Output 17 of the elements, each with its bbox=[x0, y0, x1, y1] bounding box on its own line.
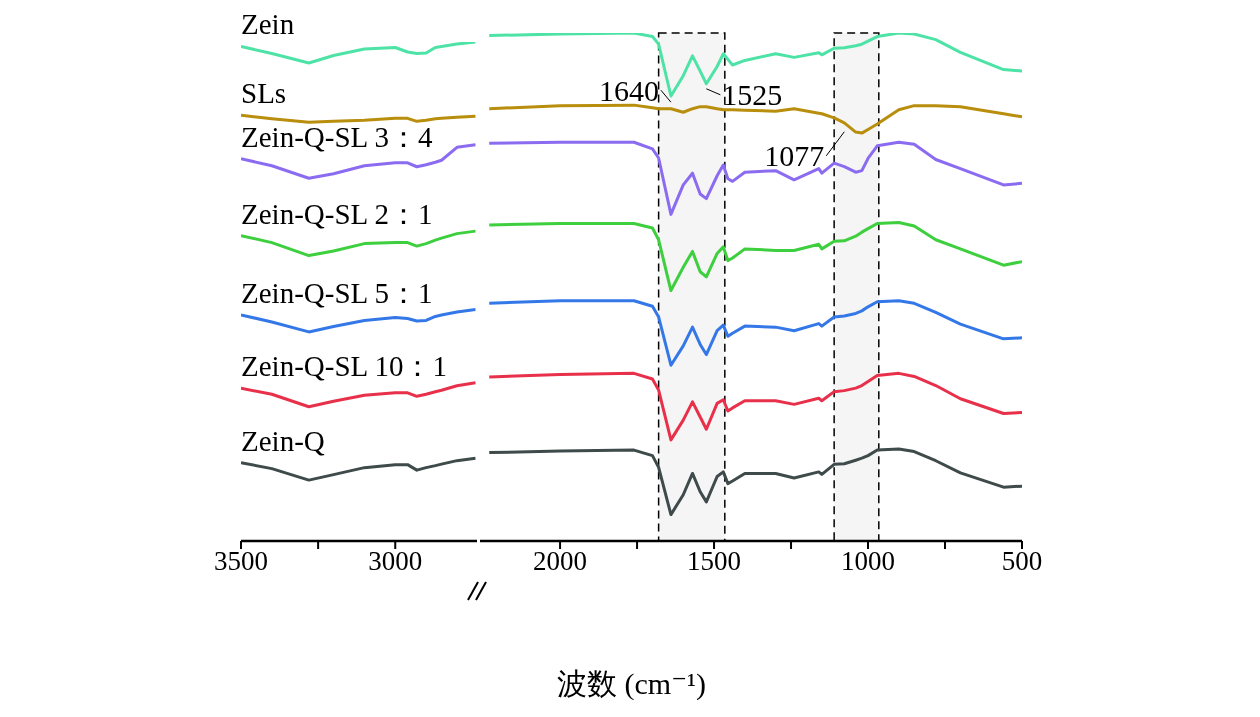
series-label: Zein-Q bbox=[241, 424, 325, 457]
series-label: SLs bbox=[241, 77, 287, 110]
x-tick-label: 3500 bbox=[214, 546, 268, 577]
series-label: Zein-Q-SL 2：1 bbox=[241, 197, 433, 230]
series-label: Zein-Q-SL 5：1 bbox=[241, 276, 433, 309]
annotation: 1525 bbox=[722, 78, 783, 112]
x-tick-label: 3000 bbox=[368, 546, 423, 577]
series-label: Zein bbox=[241, 8, 295, 41]
x-tick-label: 2000 bbox=[533, 546, 588, 577]
annotation: 1640 bbox=[598, 73, 659, 107]
x-axis-title: 波数 (cm⁻¹) bbox=[557, 667, 706, 701]
annotation: 1077 bbox=[764, 139, 825, 173]
x-tick-label: 1000 bbox=[841, 546, 896, 577]
x-tick-label: 1500 bbox=[687, 546, 742, 577]
series-label: Zein-Q-SL 10：1 bbox=[241, 350, 447, 383]
x-tick-label: 500 bbox=[1001, 546, 1043, 577]
series-label: Zein-Q-SL 3：4 bbox=[241, 120, 433, 153]
